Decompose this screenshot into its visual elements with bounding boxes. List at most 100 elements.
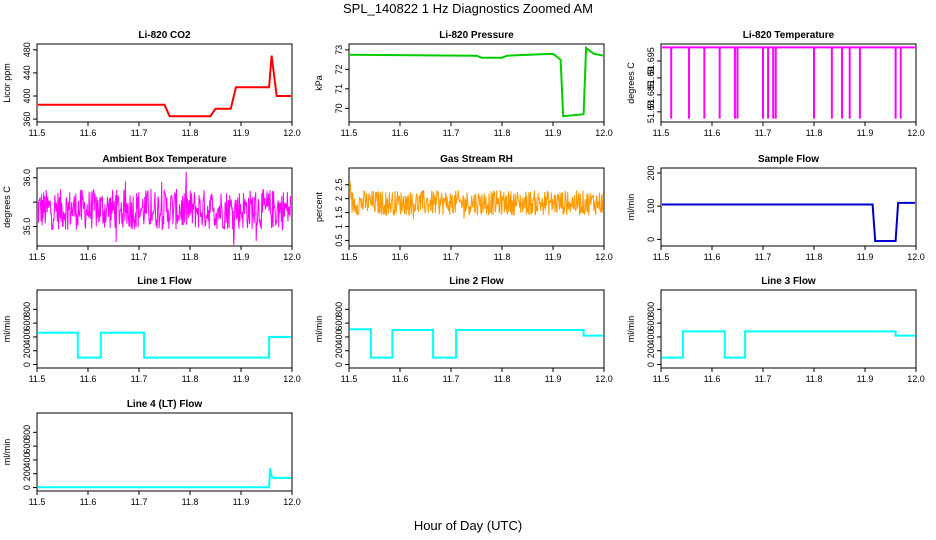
main-title: SPL_140822 1 Hz Diagnostics Zoomed AM	[342, 1, 594, 16]
plot-area	[662, 46, 915, 119]
x-axis-label: Hour of Day (UTC)	[413, 518, 523, 533]
y-tick-label: 800	[22, 425, 32, 440]
x-tick-label: 11.9	[233, 497, 250, 507]
series-line	[38, 468, 291, 489]
y-tick-label: 0	[22, 362, 32, 367]
y-axis-label: ml/min	[626, 316, 636, 343]
y-tick-label: 0	[334, 362, 344, 367]
x-tick-label: 11.5	[29, 497, 46, 507]
y-tick-label: 1.5	[334, 206, 344, 219]
x-tick-label: 11.8	[806, 252, 823, 262]
y-axis-label: degrees C	[2, 186, 12, 228]
x-tick-label: 11.7	[131, 128, 148, 138]
y-tick-label: 51.69	[646, 67, 656, 90]
y-axis-label: ml/min	[2, 316, 12, 343]
y-tick-label: 400	[22, 452, 32, 467]
y-tick-label: 1	[334, 224, 344, 229]
panel-3: Li-820 Temperature 11.5 11.6 11.7 11.8 11.9 12…	[626, 30, 925, 138]
plot-area	[662, 201, 915, 242]
x-tick-label: 12.0	[595, 374, 613, 384]
y-tick-label: 71	[334, 84, 344, 94]
x-tick-label: 11.5	[653, 374, 670, 384]
y-tick-label: 0	[22, 485, 32, 490]
y-tick-label: 600	[646, 316, 656, 331]
y-tick-label: 800	[22, 302, 32, 317]
plot-frame	[348, 43, 605, 123]
plot-area	[350, 328, 603, 359]
x-tick-label: 11.5	[29, 252, 46, 262]
plot-frame	[660, 289, 917, 369]
y-axis-label: ml/min	[2, 439, 12, 466]
series-line	[350, 45, 603, 118]
panel-9: Line 3 Flow 11.5 11.6 11.7 11.8 11.9 12.0 0 2004…	[626, 276, 925, 384]
plot-area	[38, 468, 291, 489]
series-line	[38, 331, 291, 359]
y-tick-label: 51.685	[646, 81, 656, 109]
x-tick-label: 12.0	[283, 128, 301, 138]
y-tick-label: 600	[22, 316, 32, 331]
y-tick-label: 200	[334, 343, 344, 358]
y-tick-label: 200	[22, 343, 32, 358]
x-tick-label: 11.6	[392, 252, 409, 262]
x-tick-label: 11.9	[857, 374, 874, 384]
y-tick-label: 2.5	[334, 178, 344, 191]
x-tick-label: 11.8	[494, 374, 511, 384]
x-tick-label: 11.9	[233, 252, 250, 262]
x-tick-label: 12.0	[595, 252, 613, 262]
y-tick-label: 35.0	[22, 218, 32, 236]
x-tick-label: 12.0	[283, 374, 301, 384]
y-tick-label: 400	[334, 329, 344, 344]
y-axis-label: percent	[314, 191, 324, 222]
plot-frame	[660, 167, 917, 247]
x-tick-label: 11.9	[857, 252, 874, 262]
series-line	[350, 328, 603, 359]
y-axis-label: ml/min	[314, 316, 324, 343]
x-tick-label: 11.5	[341, 252, 358, 262]
plot-area	[350, 45, 603, 118]
y-tick-label: 0	[646, 362, 656, 367]
x-tick-label: 11.9	[545, 252, 562, 262]
plot-area	[38, 55, 291, 118]
plot-area	[38, 331, 291, 359]
plot-frame	[36, 412, 293, 492]
plot-frame	[36, 167, 293, 247]
x-tick-label: 12.0	[907, 128, 925, 138]
panel-10: Line 4 (LT) Flow 11.5 11.6 11.7 11.8 11.9 12.0…	[2, 399, 301, 507]
series-line	[662, 330, 915, 359]
panel-title: Line 1 Flow	[137, 276, 192, 287]
panel-title: Ambient Box Temperature	[102, 154, 227, 165]
plot-frame	[660, 43, 917, 123]
y-tick-label: 800	[334, 302, 344, 317]
y-tick-label: 36.0	[22, 169, 32, 187]
panel-title: Line 2 Flow	[449, 276, 504, 287]
plot-area	[662, 330, 915, 359]
y-tick-label: 480	[22, 42, 32, 57]
x-tick-label: 11.9	[545, 374, 562, 384]
y-tick-label: 200	[646, 165, 656, 180]
x-tick-label: 11.8	[494, 252, 511, 262]
y-tick-label: 360	[22, 112, 32, 127]
x-tick-label: 11.6	[704, 252, 721, 262]
plot-frame	[348, 167, 605, 247]
y-tick-label: 400	[646, 329, 656, 344]
panel-8: Line 2 Flow 11.5 11.6 11.7 11.8 11.9 12.0 0 2004…	[314, 276, 613, 384]
x-tick-label: 12.0	[907, 252, 925, 262]
x-tick-label: 11.5	[653, 128, 670, 138]
x-tick-label: 11.7	[443, 374, 460, 384]
y-tick-label: 51.695	[646, 47, 656, 75]
x-tick-label: 11.7	[443, 252, 460, 262]
panel-title: Li-820 Temperature	[743, 30, 835, 41]
y-tick-label: 400	[22, 88, 32, 103]
x-tick-label: 11.7	[131, 252, 148, 262]
x-tick-label: 11.9	[233, 374, 250, 384]
y-tick-label: 51.68	[646, 101, 656, 124]
x-tick-label: 11.6	[392, 374, 409, 384]
y-tick-label: 800	[646, 302, 656, 317]
series-line	[38, 171, 291, 245]
plot-frame	[348, 289, 605, 369]
x-tick-label: 11.5	[341, 128, 358, 138]
y-tick-label: 100	[646, 199, 656, 214]
x-tick-label: 11.8	[182, 252, 199, 262]
